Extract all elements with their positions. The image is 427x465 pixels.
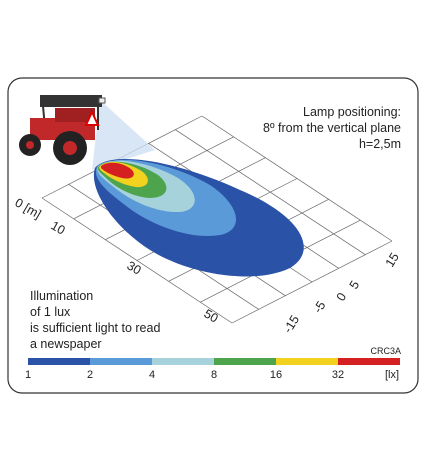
distance-label: 10 [49,218,68,237]
scale-label: [lx] [385,369,399,381]
grid-line [201,115,393,242]
scale-label: 4 [149,369,155,381]
scale-label: 1 [25,369,31,381]
illumination-note: a newspaper [30,337,102,351]
scale-label: 32 [332,369,344,381]
distance-label: 30 [125,258,144,277]
lamp-note: Lamp positioning: [303,105,401,119]
lamp-note: h=2,5m [359,137,401,151]
tractor-icon [19,94,106,165]
grid-line [41,197,233,324]
light-cone [92,100,155,170]
illumination-note: of 1 lux [30,305,71,319]
scale-label: 2 [87,369,93,381]
lateral-label: 15 [383,250,402,269]
grid-line [175,129,366,255]
illumination-zones [93,159,304,277]
distance-label: 50 [202,306,221,325]
scale-label: 16 [270,369,282,381]
illumination-note: is sufficient light to read [30,321,160,335]
lamp-note: 8º from the vertical plane [263,121,401,135]
color-scale [28,358,400,365]
scale-label: 8 [211,369,217,381]
illumination-note: Illumination [30,289,93,303]
code: CRC3A [370,346,401,356]
